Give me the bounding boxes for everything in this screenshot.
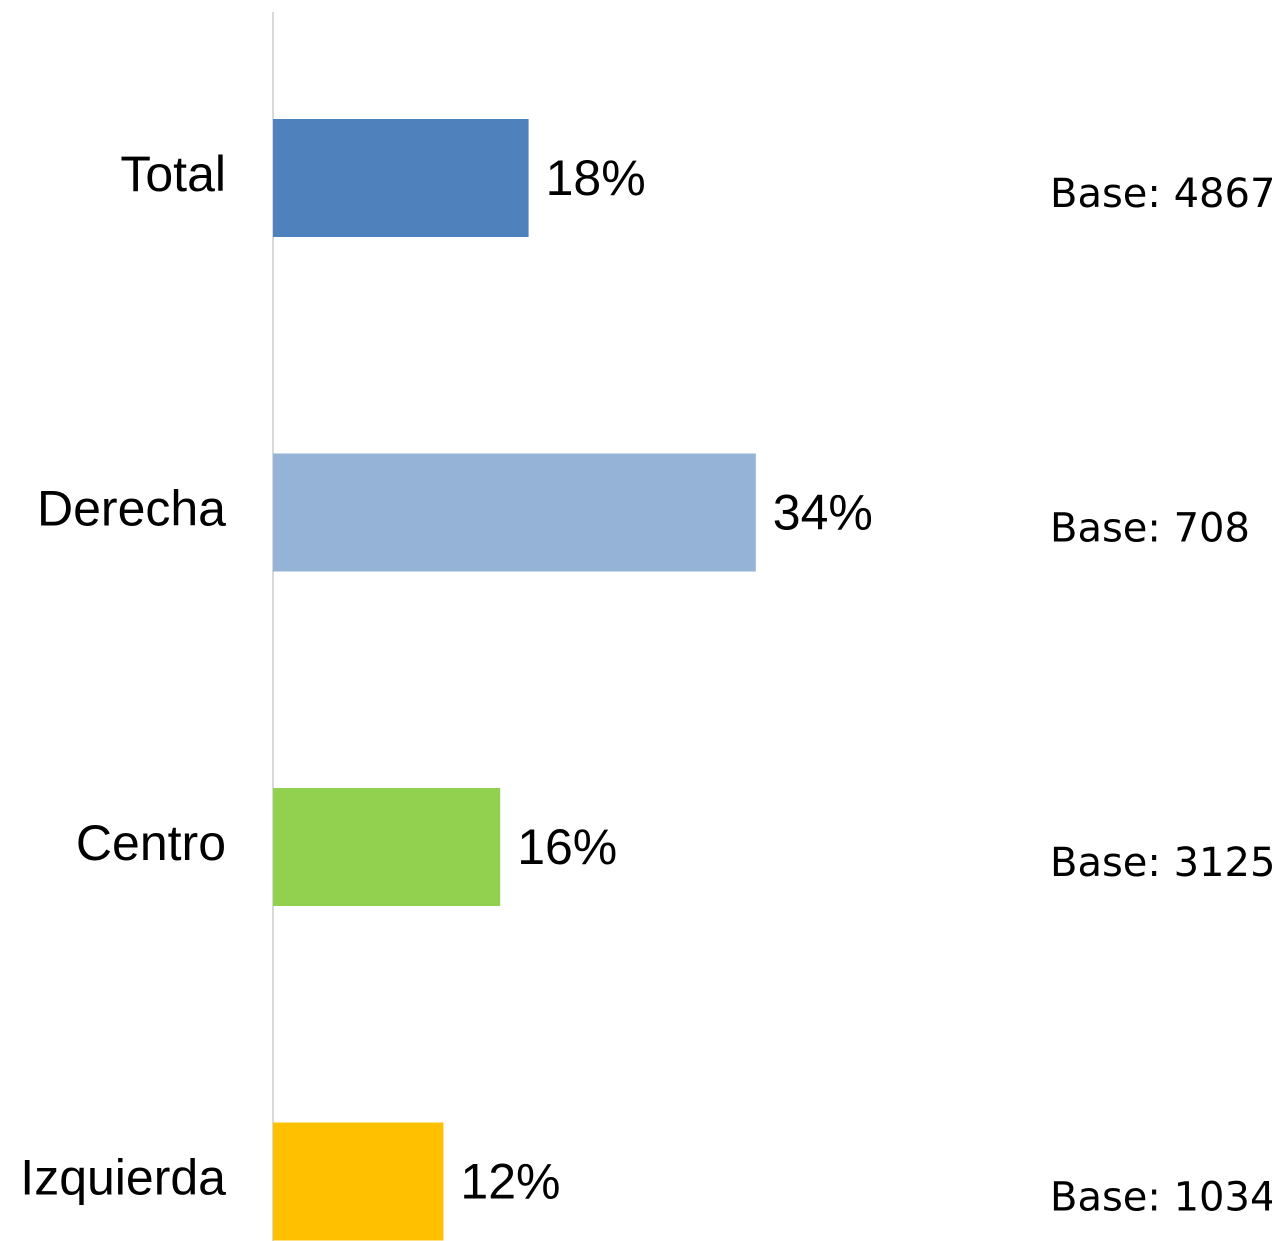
bar <box>273 1122 444 1241</box>
value-label: 16% <box>517 819 617 875</box>
base-label: Base: 3125 <box>1050 840 1272 886</box>
category-label: Centro <box>76 815 226 871</box>
base-label: Base: 708 <box>1050 506 1250 552</box>
category-label: Total <box>120 146 226 202</box>
category-label: Izquierda <box>20 1150 226 1206</box>
value-label: 18% <box>546 150 646 206</box>
value-label: 34% <box>773 485 873 541</box>
base-label: Base: 1034 <box>1050 1175 1272 1221</box>
bar <box>273 119 529 237</box>
bar <box>273 453 756 572</box>
category-label: Derecha <box>37 481 226 537</box>
bar <box>273 788 501 906</box>
base-label: Base: 4867 <box>1050 171 1272 217</box>
value-label: 12% <box>460 1154 560 1210</box>
